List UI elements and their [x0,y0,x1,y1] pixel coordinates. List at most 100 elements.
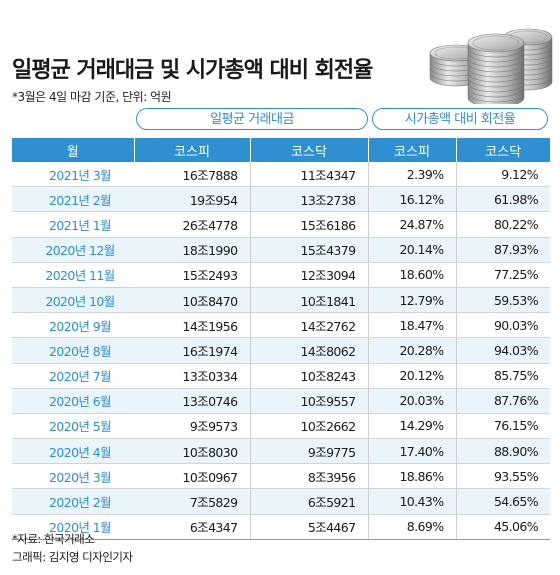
cell-kosdaq-turnover: 94.03% [455,337,550,364]
cell-kospi-turnover: 18.86% [367,463,456,490]
cell-kosdaq-turnover: 87.93% [455,237,550,263]
cell-kospi-amount: 19조954 [134,186,250,213]
cell-kosdaq-amount: 13조2738 [249,186,368,213]
graphic-credit: 그래픽: 김지영 디자인기자 [12,550,133,564]
cell-kospi-amount: 7조5829 [134,488,250,515]
cell-kosdaq-amount: 14조2762 [249,312,368,339]
cell-kosdaq-turnover: 88.90% [455,438,550,465]
cell-kosdaq-amount: 10조8243 [249,363,368,389]
cell-month: 2020년 12월 [12,237,134,263]
table-row: 2020년 5월 9조9573 10조2662 14.29% 76.15% [12,413,550,440]
cell-month: 2020년 8월 [12,337,134,364]
cell-kosdaq-amount: 6조5921 [249,488,368,515]
table-row: 2020년 9월 14조1956 14조2762 18.47% 90.03% [12,312,550,339]
cell-kosdaq-amount: 10조1841 [249,287,368,314]
table-row: 2020년 10월 10조8470 10조1841 12.79% 59.53% [12,287,550,314]
cell-kospi-turnover: 8.69% [367,514,456,540]
cell-kospi-turnover: 20.14% [367,237,456,263]
cell-kosdaq-amount: 10조9557 [249,388,368,414]
col-header-kosdaq-turnover: 코스닥 [455,138,550,162]
cell-kosdaq-turnover: 59.53% [455,287,550,314]
table-row: 2020년 3월 10조0967 8조3956 18.86% 93.55% [12,463,550,490]
table-row: 2021년 2월 19조954 13조2738 16.12% 61.98% [12,186,550,213]
cell-month: 2020년 1월 [12,514,134,540]
coin-stack-icon [429,28,553,104]
cell-kosdaq-turnover: 93.55% [455,463,550,490]
cell-kosdaq-amount: 15조4379 [249,237,368,263]
cell-month: 2020년 6월 [12,388,134,414]
cell-month: 2020년 5월 [12,413,134,440]
cell-kosdaq-amount: 12조3094 [249,262,368,288]
cell-kospi-turnover: 18.47% [367,312,456,339]
table-row: 2020년 8월 16조1974 14조8062 20.28% 94.03% [12,337,550,364]
cell-month: 2020년 11월 [12,262,134,288]
cell-kosdaq-amount: 9조9775 [249,438,368,465]
source-note: *자료: 한국거래소 [12,532,95,546]
cell-kosdaq-amount: 5조4467 [249,514,368,540]
cell-kosdaq-turnover: 80.22% [455,211,550,238]
col-header-kospi-amount: 코스피 [133,138,250,162]
cell-kospi-turnover: 16.12% [367,186,456,213]
unit-note: *3월은 4일 마감 기준, 단위: 억원 [12,90,172,104]
cell-kosdaq-amount: 11조4347 [249,162,368,188]
table-row: 2021년 3월 16조7888 11조4347 2.39% 9.12% [12,162,550,188]
cell-kosdaq-turnover: 9.12% [455,162,550,188]
cell-kospi-turnover: 14.29% [367,413,456,440]
cell-kosdaq-turnover: 85.75% [455,363,550,389]
cell-kosdaq-turnover: 45.06% [455,514,550,540]
cell-kospi-amount: 15조2493 [134,262,250,288]
cell-month: 2020년 9월 [12,312,134,339]
table-row: 2020년 7월 13조0334 10조8243 20.12% 85.75% [12,363,550,389]
cell-kospi-amount: 6조4347 [134,514,250,540]
chart-title: 일평균 거래대금 및 시가총액 대비 회전율 [12,58,373,83]
cell-kospi-turnover: 24.87% [367,211,456,238]
cell-kosdaq-turnover: 61.98% [455,186,550,213]
cell-kospi-amount: 13조0746 [134,388,250,414]
cell-kospi-amount: 16조7888 [134,162,250,188]
table-row: 2020년 11월 15조2493 12조3094 18.60% 77.25% [12,262,550,288]
cell-kospi-turnover: 2.39% [367,162,456,188]
cell-month: 2020년 7월 [12,363,134,389]
cell-month: 2021년 2월 [12,186,134,213]
cell-kospi-turnover: 20.03% [367,388,456,414]
cell-kospi-amount: 13조0334 [134,363,250,389]
cell-kosdaq-turnover: 76.15% [455,413,550,440]
table-row: 2020년 2월 7조5829 6조5921 10.43% 54.65% [12,488,550,515]
cell-month: 2020년 10월 [12,287,134,314]
table-row: 2020년 12월 18조1990 15조4379 20.14% 87.93% [12,237,550,263]
cell-month: 2020년 4월 [12,438,134,465]
cell-kospi-amount: 14조1956 [134,312,250,339]
cell-kospi-amount: 10조8030 [134,438,250,465]
table-row: 2020년 1월 6조4347 5조4467 8.69% 45.06% [12,514,550,540]
cell-kosdaq-amount: 10조2662 [249,413,368,440]
cell-kosdaq-amount: 15조6186 [249,211,368,238]
data-table: 월 코스피 코스닥 코스피 코스닥 2021년 3월 16조7888 11조4347… [12,138,550,540]
cell-kospi-amount: 10조8470 [134,287,250,314]
cell-kospi-amount: 26조4778 [134,211,250,238]
cell-kosdaq-turnover: 77.25% [455,262,550,288]
cell-kospi-amount: 9조9573 [134,413,250,440]
cell-kosdaq-turnover: 90.03% [455,312,550,339]
cell-kospi-turnover: 20.12% [367,363,456,389]
header-row: 월 코스피 코스닥 코스피 코스닥 [12,138,550,162]
group-header-trading: 일평균 거래대금 [136,108,368,130]
table-row: 2021년 1월 26조4778 15조6186 24.87% 80.22% [12,211,550,238]
cell-kosdaq-amount: 8조3956 [249,463,368,490]
cell-month: 2021년 3월 [12,162,134,188]
group-header-turnover: 시가총액 대비 회전율 [372,108,548,130]
cell-kospi-amount: 16조1974 [134,337,250,364]
cell-kospi-turnover: 17.40% [367,438,456,465]
col-header-month: 월 [12,138,134,162]
col-header-kospi-turnover: 코스피 [367,138,456,162]
cell-kosdaq-amount: 14조8062 [249,337,368,364]
cell-kosdaq-turnover: 87.76% [455,388,550,414]
table-row: 2020년 4월 10조8030 9조9775 17.40% 88.90% [12,438,550,465]
cell-kosdaq-turnover: 54.65% [455,488,550,515]
cell-month: 2020년 2월 [12,488,134,515]
table-row: 2020년 6월 13조0746 10조9557 20.03% 87.76% [12,388,550,414]
cell-kospi-turnover: 10.43% [367,488,456,515]
cell-month: 2020년 3월 [12,463,134,490]
cell-kospi-turnover: 20.28% [367,337,456,364]
cell-month: 2021년 1월 [12,211,134,238]
cell-kospi-amount: 10조0967 [134,463,250,490]
